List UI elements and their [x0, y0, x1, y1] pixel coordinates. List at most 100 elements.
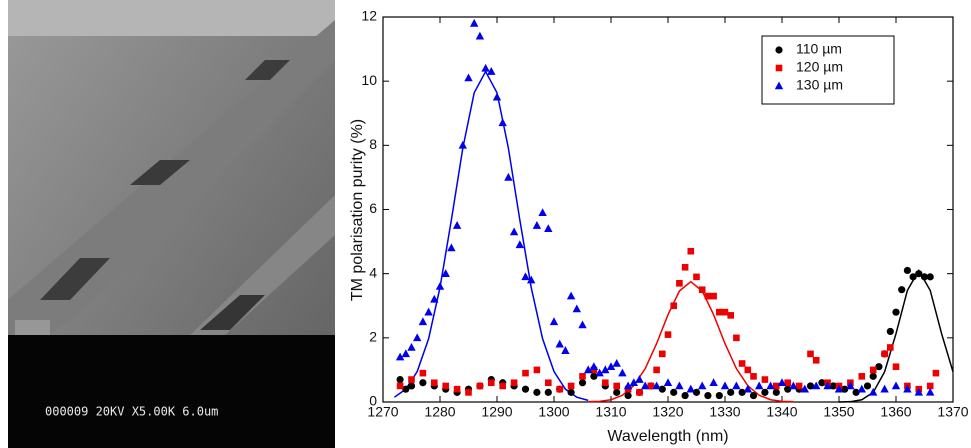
- data-point: [766, 381, 775, 390]
- legend-label: 110 µm: [796, 41, 842, 57]
- data-point: [419, 379, 427, 387]
- data-point: [521, 385, 530, 393]
- image-caption: 000009 20KV X5.00K 6.0um: [45, 405, 218, 419]
- data-point: [458, 140, 467, 149]
- x-tick-label: 1360: [880, 404, 911, 420]
- x-tick-label: 1300: [538, 404, 569, 420]
- data-point: [761, 376, 769, 383]
- data-point: [413, 333, 422, 342]
- data-point: [442, 382, 449, 390]
- data-point: [566, 291, 576, 300]
- data-point: [738, 388, 746, 396]
- data-point: [407, 342, 416, 351]
- x-tick-label: 1290: [481, 404, 512, 420]
- data-point: [522, 369, 529, 377]
- data-point: [424, 307, 433, 316]
- data-point: [549, 317, 559, 326]
- data-point: [829, 382, 837, 390]
- x-tick-label: 1280: [424, 404, 455, 420]
- data-point: [858, 373, 866, 380]
- data-point: [772, 388, 780, 396]
- data-point: [652, 381, 661, 390]
- data-point: [545, 379, 552, 387]
- x-tick-label: 1270: [367, 404, 398, 420]
- data-point: [401, 349, 410, 358]
- data-point: [686, 384, 695, 393]
- data-point: [675, 381, 684, 390]
- data-point: [932, 369, 940, 377]
- fit-line: [588, 280, 794, 403]
- data-point: [653, 366, 660, 374]
- data-point: [806, 382, 815, 390]
- data-point: [869, 387, 878, 396]
- data-point: [618, 368, 627, 377]
- data-point: [744, 366, 752, 374]
- data-point: [784, 379, 791, 387]
- data-point: [812, 381, 821, 390]
- data-point: [881, 350, 888, 358]
- data-point: [875, 363, 883, 371]
- data-point: [447, 243, 456, 252]
- data-point: [659, 350, 666, 358]
- data-point: [721, 308, 729, 316]
- data-point: [670, 388, 678, 396]
- data-point: [606, 362, 616, 371]
- data-point: [869, 372, 877, 380]
- data-point: [395, 352, 405, 361]
- data-point: [647, 382, 655, 390]
- data-point: [431, 379, 438, 387]
- data-point: [710, 292, 717, 300]
- data-point: [891, 381, 901, 390]
- data-point: [612, 359, 621, 367]
- data-point: [613, 388, 621, 396]
- data-point: [715, 391, 723, 400]
- x-axis-title: Wavelength (nm): [607, 428, 728, 445]
- data-point: [430, 294, 439, 303]
- data-point: [441, 269, 450, 277]
- data-point: [887, 344, 894, 351]
- data-point: [515, 240, 524, 249]
- data-point: [499, 382, 506, 390]
- sem-image: 000009 20KV X5.00K 6.0um: [8, 0, 335, 448]
- data-point: [601, 365, 610, 374]
- fit-line: [838, 268, 954, 403]
- data-point: [663, 378, 673, 387]
- data-point: [795, 382, 803, 390]
- y-tick-label: 12: [361, 8, 377, 24]
- data-point: [773, 382, 780, 390]
- data-point: [561, 346, 570, 354]
- data-point: [727, 388, 735, 396]
- legend-marker: [775, 46, 783, 54]
- data-point: [624, 391, 632, 400]
- x-tick-label: 1350: [823, 404, 854, 420]
- y-tick-label: 10: [361, 72, 377, 88]
- data-point: [915, 270, 923, 278]
- data-point: [476, 382, 484, 390]
- data-point: [857, 384, 866, 393]
- fit-line: [393, 69, 589, 402]
- x-tick-label: 1310: [595, 404, 626, 420]
- data-point: [589, 362, 599, 371]
- data-point: [720, 381, 730, 390]
- data-point: [578, 320, 587, 329]
- data-point: [623, 381, 633, 390]
- data-point: [852, 388, 860, 396]
- data-point: [670, 302, 677, 310]
- data-point: [504, 172, 513, 181]
- data-point: [464, 73, 473, 82]
- data-point: [602, 379, 609, 387]
- data-point: [926, 387, 935, 396]
- data-point: [727, 312, 734, 319]
- data-point: [761, 388, 769, 396]
- data-point: [509, 227, 519, 236]
- data-point: [664, 331, 672, 338]
- data-point: [408, 376, 415, 383]
- data-point: [903, 266, 912, 275]
- data-point: [555, 339, 564, 348]
- y-tick-label: 4: [369, 264, 377, 280]
- data-point: [613, 382, 620, 390]
- data-point: [869, 366, 877, 374]
- data-point: [818, 379, 826, 387]
